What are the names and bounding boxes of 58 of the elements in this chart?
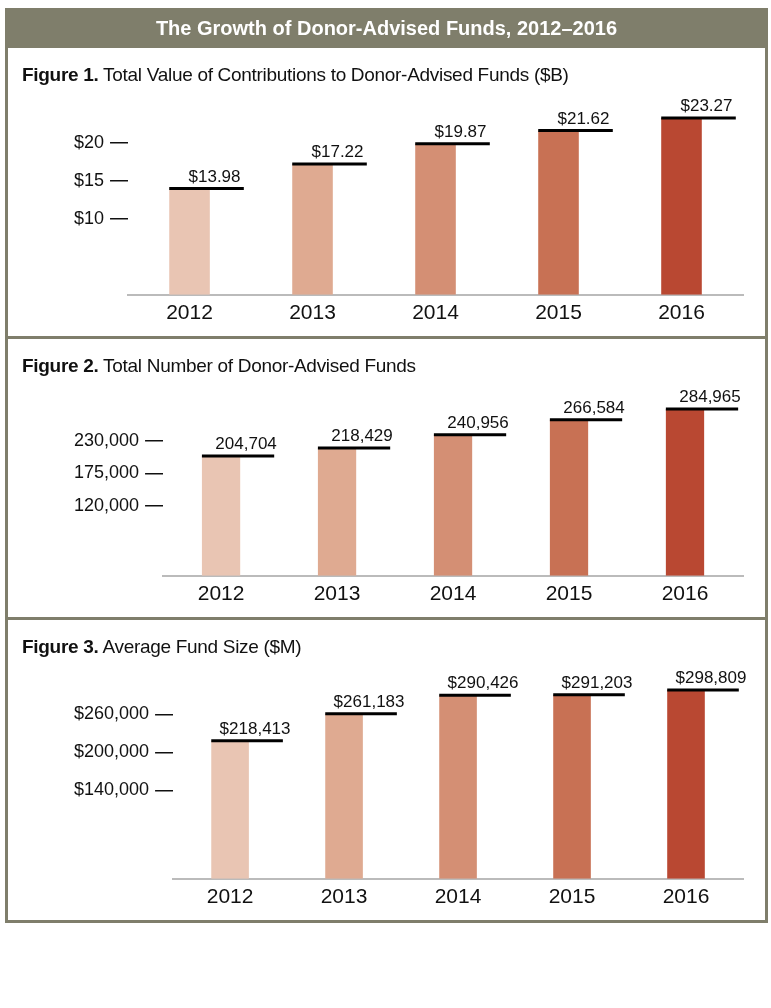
bar [211, 740, 249, 879]
data-label: $298,809 [675, 668, 747, 688]
data-label: 266,584 [563, 397, 625, 417]
x-tick-label: 2012 [197, 581, 245, 605]
bar [292, 163, 333, 295]
y-tick-label: $15 [73, 169, 105, 190]
data-label: $291,203 [561, 672, 633, 692]
x-tick-label: 2016 [658, 300, 705, 324]
data-label: 240,956 [447, 412, 509, 432]
data-label: $21.62 [557, 108, 610, 128]
data-label: $261,183 [333, 691, 405, 711]
bar [538, 130, 579, 295]
bar [439, 695, 477, 879]
chart-subtitle: Figure 1. Total Value of Contributions to Donor-Advised Funds ($B) [22, 64, 569, 85]
bar [201, 455, 241, 576]
bar [665, 409, 705, 576]
data-label: 284,965 [679, 387, 741, 407]
data-label: $218,413 [219, 718, 291, 738]
y-tick-label: $260,000 [74, 703, 150, 724]
x-tick-label: 2016 [662, 884, 710, 908]
x-tick-label: 2013 [320, 884, 368, 908]
data-label: 204,704 [215, 434, 277, 454]
bar [169, 188, 210, 295]
y-tick-label: 120,000 [73, 494, 140, 515]
x-tick-label: 2013 [289, 300, 336, 324]
data-label: $19.87 [434, 122, 487, 142]
y-tick-label: $20 [73, 131, 105, 152]
chart-subtitle: Figure 3. Average Fund Size ($M) [22, 636, 302, 657]
chart-title: The Growth of Donor-Advised Funds, 2012–2016 [8, 11, 765, 48]
y-tick-label: 230,000 [73, 430, 140, 451]
bar [549, 419, 589, 576]
x-tick-label: 2014 [429, 581, 477, 605]
y-tick-label: $140,000 [74, 779, 150, 800]
x-tick-label: 2012 [206, 884, 254, 908]
y-tick-label: $200,000 [74, 741, 150, 762]
x-tick-label: 2013 [313, 581, 361, 605]
data-label: 218,429 [331, 426, 393, 446]
bar [553, 694, 591, 879]
data-label: $290,426 [447, 673, 519, 693]
bar [661, 118, 702, 295]
bar [415, 143, 456, 295]
x-tick-label: 2016 [661, 581, 709, 605]
data-label: $23.27 [680, 96, 733, 116]
y-tick-label: $10 [73, 207, 105, 228]
x-tick-label: 2012 [166, 300, 213, 324]
x-tick-label: 2014 [412, 300, 460, 324]
x-tick-label: 2015 [548, 884, 596, 908]
bar [667, 690, 705, 879]
bar [325, 713, 363, 879]
data-label: $17.22 [311, 142, 364, 162]
x-tick-label: 2014 [434, 884, 482, 908]
bar [317, 447, 357, 576]
x-tick-label: 2015 [545, 581, 593, 605]
chart-subtitle: Figure 2. Total Number of Donor-Advised Funds [22, 355, 416, 376]
data-label: $13.98 [188, 166, 241, 186]
x-tick-label: 2015 [535, 300, 582, 324]
y-tick-label: 175,000 [73, 462, 140, 483]
bar [433, 434, 473, 576]
